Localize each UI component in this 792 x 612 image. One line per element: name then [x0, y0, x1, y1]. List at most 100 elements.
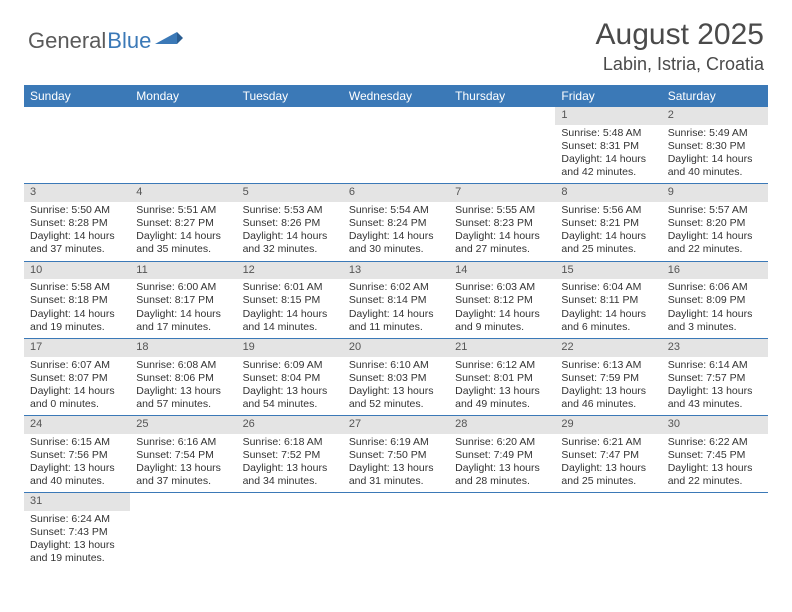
day-number: 21: [449, 339, 555, 357]
day-detail-line: Sunset: 8:04 PM: [243, 372, 337, 385]
day-detail-line: and 52 minutes.: [349, 398, 443, 411]
day-detail-line: and 3 minutes.: [668, 321, 762, 334]
day-detail-line: Sunset: 8:14 PM: [349, 294, 443, 307]
day-detail-line: Sunrise: 5:56 AM: [561, 204, 655, 217]
calendar-cell: 24Sunrise: 6:15 AMSunset: 7:56 PMDayligh…: [24, 416, 130, 492]
day-detail-line: Daylight: 13 hours: [668, 462, 762, 475]
calendar-week: 24Sunrise: 6:15 AMSunset: 7:56 PMDayligh…: [24, 416, 768, 493]
day-number: 18: [130, 339, 236, 357]
day-detail-line: Daylight: 13 hours: [30, 462, 124, 475]
title-block: August 2025 Labin, Istria, Croatia: [596, 18, 764, 75]
calendar-week: 10Sunrise: 5:58 AMSunset: 8:18 PMDayligh…: [24, 262, 768, 339]
day-detail-line: Sunrise: 5:53 AM: [243, 204, 337, 217]
day-detail-line: and 14 minutes.: [243, 321, 337, 334]
day-details: Sunrise: 6:01 AMSunset: 8:15 PMDaylight:…: [237, 279, 343, 334]
day-detail-line: Daylight: 14 hours: [455, 230, 549, 243]
calendar-week: 17Sunrise: 6:07 AMSunset: 8:07 PMDayligh…: [24, 339, 768, 416]
day-number: 22: [555, 339, 661, 357]
day-detail-line: and 22 minutes.: [668, 243, 762, 256]
day-number: 25: [130, 416, 236, 434]
day-details: Sunrise: 6:08 AMSunset: 8:06 PMDaylight:…: [130, 357, 236, 412]
location: Labin, Istria, Croatia: [596, 54, 764, 75]
calendar-cell: 9Sunrise: 5:57 AMSunset: 8:20 PMDaylight…: [662, 184, 768, 260]
day-detail-line: Sunrise: 6:09 AM: [243, 359, 337, 372]
day-number: 24: [24, 416, 130, 434]
day-detail-line: Daylight: 14 hours: [668, 230, 762, 243]
day-detail-line: Daylight: 14 hours: [136, 308, 230, 321]
day-details: Sunrise: 6:07 AMSunset: 8:07 PMDaylight:…: [24, 357, 130, 412]
day-detail-line: and 27 minutes.: [455, 243, 549, 256]
calendar-cell: 30Sunrise: 6:22 AMSunset: 7:45 PMDayligh…: [662, 416, 768, 492]
day-header-cell: Monday: [130, 85, 236, 107]
day-number: 27: [343, 416, 449, 434]
calendar-cell: 5Sunrise: 5:53 AMSunset: 8:26 PMDaylight…: [237, 184, 343, 260]
day-detail-line: Sunrise: 6:24 AM: [30, 513, 124, 526]
day-detail-line: and 19 minutes.: [30, 321, 124, 334]
day-detail-line: Sunset: 8:07 PM: [30, 372, 124, 385]
day-number: 9: [662, 184, 768, 202]
day-detail-line: Sunrise: 6:07 AM: [30, 359, 124, 372]
calendar-cell: 18Sunrise: 6:08 AMSunset: 8:06 PMDayligh…: [130, 339, 236, 415]
day-detail-line: Sunrise: 5:48 AM: [561, 127, 655, 140]
day-detail-line: Sunrise: 5:54 AM: [349, 204, 443, 217]
day-number: 13: [343, 262, 449, 280]
calendar-cell: [555, 493, 661, 569]
day-detail-line: and 0 minutes.: [30, 398, 124, 411]
calendar-cell: [343, 107, 449, 183]
day-detail-line: Sunset: 7:52 PM: [243, 449, 337, 462]
day-header-cell: Wednesday: [343, 85, 449, 107]
calendar-cell: 12Sunrise: 6:01 AMSunset: 8:15 PMDayligh…: [237, 262, 343, 338]
day-detail-line: Sunset: 8:03 PM: [349, 372, 443, 385]
day-details: Sunrise: 5:55 AMSunset: 8:23 PMDaylight:…: [449, 202, 555, 257]
day-detail-line: Daylight: 14 hours: [30, 230, 124, 243]
day-detail-line: and 22 minutes.: [668, 475, 762, 488]
day-detail-line: Sunrise: 6:13 AM: [561, 359, 655, 372]
day-number: [555, 493, 661, 511]
calendar-cell: 28Sunrise: 6:20 AMSunset: 7:49 PMDayligh…: [449, 416, 555, 492]
calendar-cell: 11Sunrise: 6:00 AMSunset: 8:17 PMDayligh…: [130, 262, 236, 338]
day-detail-line: Sunrise: 6:12 AM: [455, 359, 549, 372]
day-detail-line: Sunrise: 5:58 AM: [30, 281, 124, 294]
day-details: Sunrise: 5:56 AMSunset: 8:21 PMDaylight:…: [555, 202, 661, 257]
day-details: Sunrise: 6:18 AMSunset: 7:52 PMDaylight:…: [237, 434, 343, 489]
calendar-cell: 2Sunrise: 5:49 AMSunset: 8:30 PMDaylight…: [662, 107, 768, 183]
month-title: August 2025: [596, 18, 764, 52]
day-detail-line: and 6 minutes.: [561, 321, 655, 334]
day-detail-line: and 40 minutes.: [668, 166, 762, 179]
day-detail-line: Sunrise: 5:50 AM: [30, 204, 124, 217]
day-detail-line: Daylight: 14 hours: [349, 230, 443, 243]
day-details: Sunrise: 6:15 AMSunset: 7:56 PMDaylight:…: [24, 434, 130, 489]
day-detail-line: Sunrise: 6:15 AM: [30, 436, 124, 449]
day-detail-line: and 11 minutes.: [349, 321, 443, 334]
day-detail-line: and 17 minutes.: [136, 321, 230, 334]
day-detail-line: and 25 minutes.: [561, 475, 655, 488]
day-details: Sunrise: 5:53 AMSunset: 8:26 PMDaylight:…: [237, 202, 343, 257]
day-number: [237, 107, 343, 125]
calendar-cell: 15Sunrise: 6:04 AMSunset: 8:11 PMDayligh…: [555, 262, 661, 338]
day-detail-line: Sunset: 8:06 PM: [136, 372, 230, 385]
day-details: Sunrise: 6:13 AMSunset: 7:59 PMDaylight:…: [555, 357, 661, 412]
day-detail-line: Daylight: 13 hours: [136, 385, 230, 398]
calendar-cell: 31Sunrise: 6:24 AMSunset: 7:43 PMDayligh…: [24, 493, 130, 569]
day-details: Sunrise: 6:14 AMSunset: 7:57 PMDaylight:…: [662, 357, 768, 412]
day-number: [662, 493, 768, 511]
day-detail-line: Sunrise: 6:21 AM: [561, 436, 655, 449]
calendar-cell: 27Sunrise: 6:19 AMSunset: 7:50 PMDayligh…: [343, 416, 449, 492]
day-detail-line: and 9 minutes.: [455, 321, 549, 334]
day-detail-line: Daylight: 14 hours: [30, 385, 124, 398]
day-details: Sunrise: 6:16 AMSunset: 7:54 PMDaylight:…: [130, 434, 236, 489]
day-detail-line: Sunset: 8:18 PM: [30, 294, 124, 307]
calendar-week: 3Sunrise: 5:50 AMSunset: 8:28 PMDaylight…: [24, 184, 768, 261]
calendar-cell: [237, 493, 343, 569]
day-detail-line: Sunset: 7:59 PM: [561, 372, 655, 385]
logo-text-blue: Blue: [107, 28, 151, 54]
day-detail-line: Sunrise: 6:06 AM: [668, 281, 762, 294]
day-number: [343, 107, 449, 125]
day-detail-line: and 40 minutes.: [30, 475, 124, 488]
day-detail-line: Sunrise: 5:55 AM: [455, 204, 549, 217]
day-number: 30: [662, 416, 768, 434]
day-details: Sunrise: 6:24 AMSunset: 7:43 PMDaylight:…: [24, 511, 130, 566]
day-details: Sunrise: 5:49 AMSunset: 8:30 PMDaylight:…: [662, 125, 768, 180]
day-number: 4: [130, 184, 236, 202]
day-header-cell: Thursday: [449, 85, 555, 107]
